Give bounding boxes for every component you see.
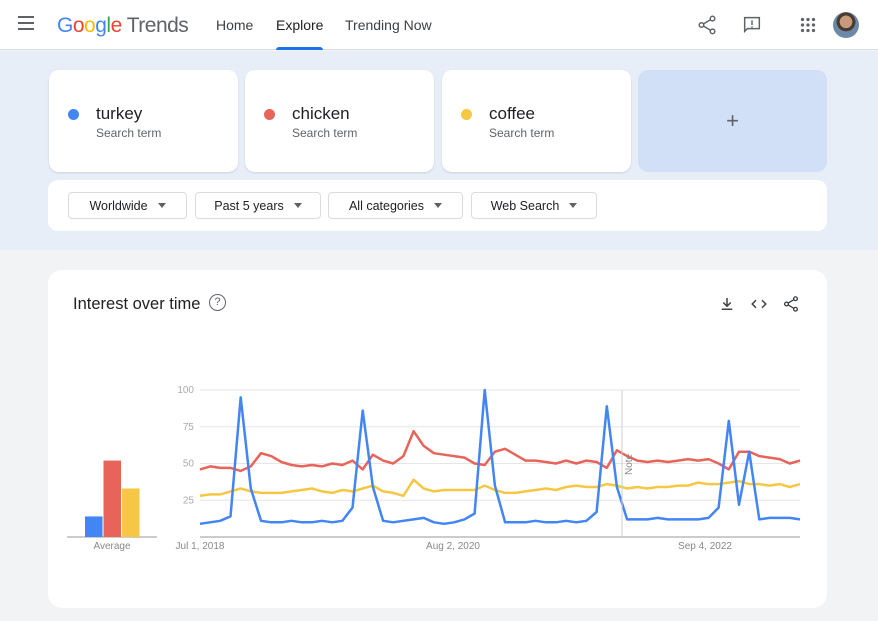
dropdown-label: Past 5 years — [214, 198, 284, 213]
term-name: coffee — [489, 104, 536, 123]
search-type-dropdown[interactable]: Web Search — [471, 192, 597, 219]
share-icon[interactable] — [782, 295, 800, 313]
average-label: Average — [93, 541, 131, 552]
help-icon[interactable]: ? — [209, 294, 226, 311]
embed-icon[interactable] — [750, 295, 768, 313]
color-dot — [461, 109, 472, 120]
series-line-coffee[interactable] — [199, 478, 801, 498]
card-title: Interest over time — [73, 295, 201, 313]
apps-icon[interactable] — [797, 14, 819, 36]
note-annotation[interactable]: Note — [624, 453, 635, 475]
filter-bar: Worldwide Past 5 years All categories We… — [48, 180, 827, 231]
dropdown-label: Worldwide — [89, 198, 148, 213]
nav-home[interactable]: Home — [216, 17, 254, 33]
dropdown-label: All categories — [348, 198, 425, 213]
average-bar-coffee[interactable] — [122, 488, 140, 537]
dropdown-label: Web Search — [490, 198, 560, 213]
caret-down-icon — [293, 203, 302, 208]
term-type: Search term — [489, 126, 555, 140]
y-tick-label: 75 — [183, 422, 195, 433]
average-bar-turkey[interactable] — [85, 516, 103, 537]
y-tick-label: 25 — [183, 495, 195, 506]
term-name: turkey — [96, 104, 143, 123]
add-comparison-button[interactable]: + — [638, 70, 827, 172]
x-tick-label: Sep 4, 2022 — [678, 541, 732, 552]
top-bar: Google Trends Home Explore Trending Now — [0, 0, 878, 50]
caret-down-icon — [157, 203, 166, 208]
region-dropdown[interactable]: Worldwide — [68, 192, 187, 219]
share-icon[interactable] — [696, 14, 718, 36]
color-dot — [68, 109, 79, 120]
average-bar-chicken[interactable] — [103, 460, 122, 537]
term-name: chicken — [292, 104, 350, 123]
series-line-chicken[interactable] — [199, 429, 801, 473]
caret-down-icon — [569, 203, 578, 208]
avatar[interactable] — [833, 12, 859, 38]
nav-trending-now[interactable]: Trending Now — [345, 17, 432, 33]
x-tick-label: Aug 2, 2020 — [426, 541, 480, 552]
y-tick-label: 50 — [183, 459, 195, 470]
caret-down-icon — [434, 203, 443, 208]
nav-explore[interactable]: Explore — [276, 0, 324, 50]
series-line-turkey[interactable] — [199, 388, 801, 526]
term-type: Search term — [96, 126, 162, 140]
color-dot — [264, 109, 275, 120]
interest-over-time-card: Interest over time ? — [48, 270, 827, 608]
search-term-card-turkey[interactable]: turkey Search term — [49, 70, 238, 172]
menu-icon[interactable] — [18, 16, 34, 30]
google-trends-logo[interactable]: Google Trends — [57, 14, 189, 37]
time-range-dropdown[interactable]: Past 5 years — [195, 192, 321, 219]
category-dropdown[interactable]: All categories — [328, 192, 463, 219]
x-tick-label: Jul 1, 2018 — [176, 541, 225, 552]
download-icon[interactable] — [718, 295, 736, 313]
term-type: Search term — [292, 126, 358, 140]
feedback-icon[interactable] — [741, 14, 763, 36]
search-term-card-coffee[interactable]: coffee Search term — [442, 70, 631, 172]
y-tick-label: 100 — [177, 385, 194, 396]
search-term-card-chicken[interactable]: chicken Search term — [245, 70, 434, 172]
